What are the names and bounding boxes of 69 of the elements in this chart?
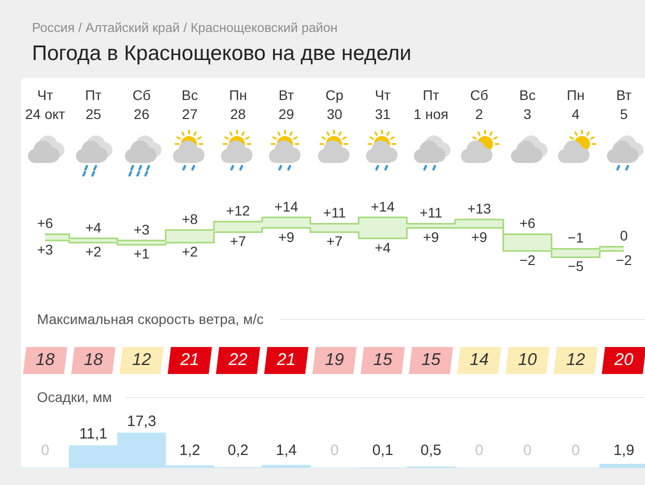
data-label: 15 [422, 350, 441, 370]
x-tick-label: Вт 5 [616, 86, 632, 122]
x-tick-label: Пн 4 [566, 86, 585, 122]
x-tick-label: Пн 28 [229, 86, 247, 122]
chart-subtitle: Россия / Алтайский край / Краснощековский район [32, 20, 338, 36]
chart-title: Погода в Краснощеково на две недели [32, 40, 412, 66]
x-tick-label: Вс 27 [182, 86, 198, 122]
data-label: 12 [132, 350, 152, 370]
chart-title: Осадки, мм [37, 389, 112, 406]
x-tick-label: Чт 24 окт [25, 86, 66, 122]
data-label: 15 [373, 350, 393, 370]
x-tick-label: Пт 25 [85, 86, 102, 122]
data-label: 20 [613, 350, 634, 370]
data-label: +9 [471, 228, 488, 245]
x-tick-label: Ср 30 [326, 86, 344, 122]
x-tick-label: Сб 26 [132, 86, 151, 122]
data-label: 0 [475, 442, 484, 460]
data-label: +3 [134, 221, 150, 238]
data-label: 18 [84, 350, 104, 370]
data-label: 0 [571, 442, 580, 460]
data-label: 21 [276, 350, 296, 370]
data-label: 19 [325, 350, 344, 370]
x-tick-label: Вс 3 [519, 86, 536, 122]
data-label: 0 [523, 442, 532, 460]
data-label: +2 [85, 243, 102, 260]
data-label: 0 [330, 442, 339, 460]
x-tick-label: Вт 29 [278, 86, 294, 122]
data-label: +12 [226, 202, 250, 218]
data-label: +4 [85, 219, 102, 236]
data-label: 22 [228, 350, 248, 370]
data-label: 17,3 [126, 413, 156, 430]
data-label: 0,2 [228, 442, 248, 460]
data-label: −2 [519, 252, 536, 268]
data-label: +14 [370, 198, 395, 214]
data-label: −1 [568, 230, 584, 246]
data-label: 12 [566, 350, 586, 370]
data-label: +9 [278, 228, 294, 245]
data-label: 1,2 [179, 442, 200, 460]
x-tick-label: Пт 1 ноя [414, 86, 448, 122]
chart-title: Максимальная скорость ветра, м/с [37, 310, 264, 328]
data-label: 1,9 [613, 442, 634, 460]
data-label: +14 [274, 198, 298, 214]
data-label: −5 [568, 258, 584, 274]
data-label: +11 [323, 204, 346, 221]
data-label: +6 [519, 215, 536, 232]
x-tick-label: Чт 31 [374, 86, 392, 122]
data-label: 21 [179, 350, 200, 370]
data-label: 11,1 [79, 426, 108, 443]
data-label: +2 [182, 243, 198, 260]
data-label: −2 [616, 252, 632, 268]
data-label: 14 [470, 350, 489, 370]
data-label: +13 [467, 200, 492, 216]
data-label: +8 [182, 210, 198, 227]
data-label: 10 [518, 350, 538, 370]
data-label: +4 [374, 239, 391, 256]
x-tick-label: Сб 2 [470, 86, 488, 122]
data-label: +3 [37, 241, 54, 258]
data-label: +7 [230, 232, 246, 249]
data-label: +7 [326, 232, 343, 249]
data-label: 0,5 [420, 442, 442, 460]
data-label: 0 [620, 228, 628, 244]
data-label: +11 [420, 204, 443, 221]
data-label: 1,4 [276, 442, 297, 460]
data-label: 0,1 [372, 442, 394, 460]
data-label: 18 [36, 350, 56, 370]
data-label: +6 [37, 215, 54, 232]
data-label: +9 [422, 228, 440, 245]
data-label: 0 [40, 442, 50, 460]
data-label: +1 [134, 246, 150, 262]
